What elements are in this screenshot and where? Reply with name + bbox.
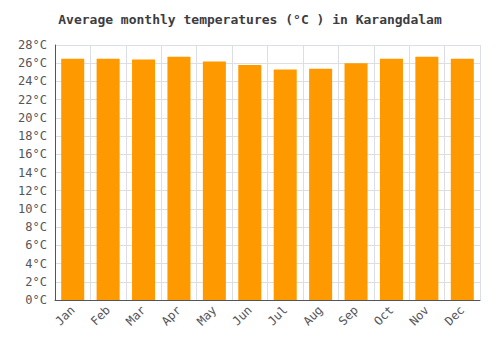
svg-text:4°C: 4°C [25, 257, 47, 271]
svg-text:2°C: 2°C [25, 275, 47, 289]
svg-text:26°C: 26°C [18, 56, 47, 70]
svg-text:Mar: Mar [123, 303, 148, 328]
svg-text:May: May [194, 303, 219, 328]
svg-text:20°C: 20°C [18, 111, 47, 125]
svg-text:Average monthly temperatures (: Average monthly temperatures (°C ) in Ka… [58, 12, 442, 27]
svg-text:0°C: 0°C [25, 293, 47, 307]
svg-text:16°C: 16°C [18, 147, 47, 161]
svg-text:Aug: Aug [300, 303, 325, 328]
svg-text:Sep: Sep [336, 303, 361, 328]
svg-text:Dec: Dec [442, 303, 467, 328]
svg-text:Jun: Jun [230, 303, 255, 328]
svg-text:28°C: 28°C [18, 38, 47, 52]
svg-text:Apr: Apr [159, 303, 184, 328]
svg-text:22°C: 22°C [18, 93, 47, 107]
svg-text:14°C: 14°C [18, 166, 47, 180]
svg-text:12°C: 12°C [18, 184, 47, 198]
svg-text:Jul: Jul [265, 303, 290, 328]
svg-text:8°C: 8°C [25, 220, 47, 234]
svg-text:Oct: Oct [371, 303, 396, 328]
svg-text:18°C: 18°C [18, 129, 47, 143]
svg-text:Jan: Jan [52, 303, 77, 328]
svg-text:Nov: Nov [407, 303, 432, 328]
svg-text:Feb: Feb [88, 303, 113, 328]
svg-text:24°C: 24°C [18, 74, 47, 88]
svg-text:6°C: 6°C [25, 238, 47, 252]
svg-text:10°C: 10°C [18, 202, 47, 216]
